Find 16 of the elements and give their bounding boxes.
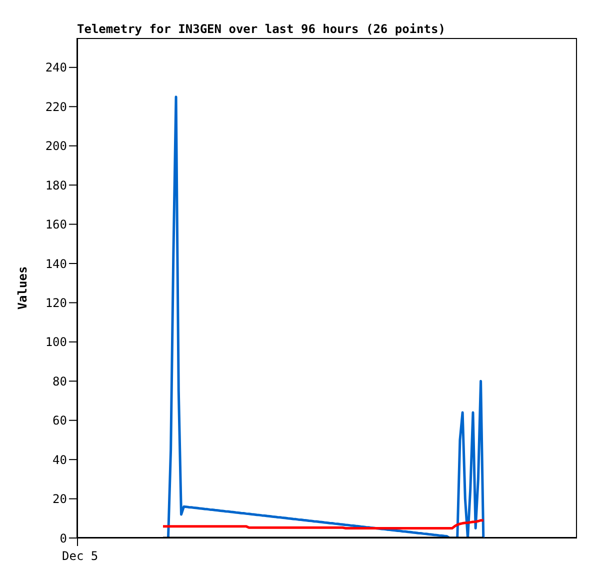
y-tick-label: 60: [52, 414, 67, 428]
y-axis-title: Values: [15, 266, 30, 310]
y-tick-label: 20: [52, 492, 67, 506]
y-tick-label: 120: [45, 296, 67, 310]
y-tick-label: 40: [52, 452, 67, 467]
chart-title: Telemetry for IN3GEN over last 96 hours (26 points): [77, 22, 446, 36]
y-tick-label: 80: [52, 374, 67, 388]
y-tick-label: 200: [45, 139, 67, 154]
text: Dec 5: [62, 549, 98, 563]
y-tick-label: 100: [45, 335, 67, 350]
y-tick-label: 180: [45, 178, 67, 192]
y-tick-label: 220: [45, 100, 67, 114]
y-tick-label: 240: [45, 60, 67, 75]
y-tick-label: 160: [45, 218, 67, 232]
y-tick-label: 140: [45, 256, 67, 271]
y-tick-label: 0: [60, 531, 67, 546]
